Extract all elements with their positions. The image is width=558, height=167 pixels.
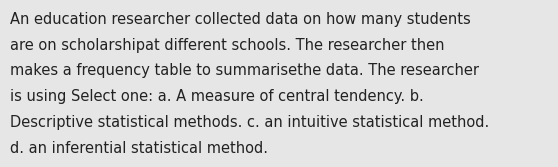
- Text: makes a frequency table to summarisethe data. The researcher: makes a frequency table to summarisethe …: [10, 63, 479, 78]
- Text: An education researcher collected data on how many students: An education researcher collected data o…: [10, 12, 471, 27]
- Text: is using Select one: a. A measure of central tendency. b.: is using Select one: a. A measure of cen…: [10, 89, 424, 104]
- Text: Descriptive statistical methods. c. an intuitive statistical method.: Descriptive statistical methods. c. an i…: [10, 115, 489, 130]
- Text: d. an inferential statistical method.: d. an inferential statistical method.: [10, 141, 268, 156]
- Text: are on scholarshipat different schools. The researcher then: are on scholarshipat different schools. …: [10, 38, 445, 53]
